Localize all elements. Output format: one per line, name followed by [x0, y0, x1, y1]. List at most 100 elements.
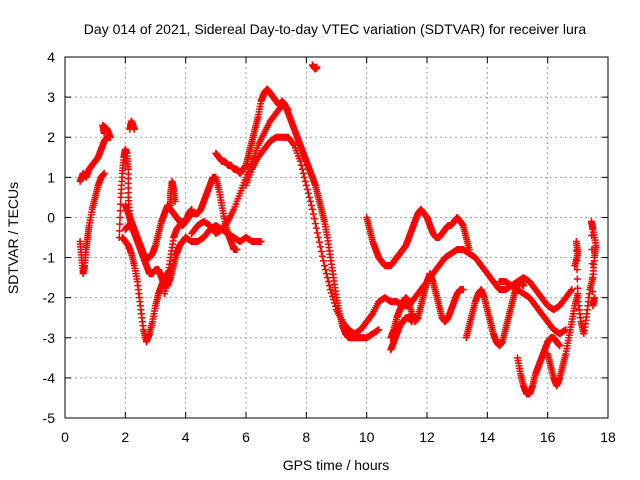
y-tick-label: 3: [47, 89, 55, 105]
series-track-x: [571, 217, 600, 338]
y-tick-label: -4: [43, 370, 56, 386]
series-track-c: [99, 121, 114, 141]
y-tick-label: 1: [47, 169, 55, 185]
data-point: [314, 234, 322, 241]
x-tick-label: 2: [121, 429, 129, 445]
data-point: [331, 302, 339, 310]
series-track-n: [242, 133, 371, 338]
data-point: [520, 282, 528, 290]
data-point: [117, 200, 125, 208]
data-point: [317, 248, 325, 256]
data-point: [310, 215, 318, 223]
data-point: [304, 189, 312, 197]
y-tick-label: -1: [43, 250, 56, 266]
data-point: [233, 246, 241, 254]
data-point: [100, 169, 108, 177]
data-point: [308, 205, 316, 213]
data-point: [408, 318, 416, 326]
data-point: [323, 274, 331, 282]
y-tick-label: 2: [47, 129, 55, 145]
y-axis-label: SDTVAR / TECUs: [5, 182, 21, 294]
data-point: [318, 252, 326, 260]
data-point: [329, 296, 337, 304]
series-track-p: [363, 205, 473, 270]
series-track-i: [161, 173, 241, 298]
series-track-r: [387, 270, 467, 342]
x-tick-label: 6: [242, 429, 250, 445]
x-tick-label: 14: [480, 429, 496, 445]
data-point: [556, 342, 564, 350]
series-track-f: [118, 234, 175, 346]
data-point: [289, 140, 297, 148]
y-tick-label: -5: [43, 410, 56, 426]
data-point: [312, 224, 320, 232]
data-point: [298, 165, 306, 173]
data-point: [326, 286, 334, 294]
data-point: [316, 243, 324, 251]
data-point: [574, 284, 582, 292]
data-point: [296, 157, 304, 165]
data-point: [324, 278, 332, 286]
y-tick-label: 0: [47, 209, 55, 225]
x-tick-label: 12: [419, 429, 435, 445]
data-point: [330, 299, 338, 307]
data-point: [573, 266, 581, 274]
data-point: [325, 282, 333, 290]
x-tick-label: 8: [302, 429, 310, 445]
axis-ticks: [64, 56, 609, 419]
data-point: [116, 207, 124, 215]
series-track-s: [387, 314, 416, 354]
data-point: [307, 201, 315, 209]
plot-border: [64, 56, 609, 419]
series-track-b: [76, 169, 108, 278]
series-track-u: [495, 278, 570, 338]
data-point: [589, 288, 597, 296]
data-point: [116, 227, 124, 235]
data-point: [297, 161, 305, 169]
series-track-t: [462, 278, 528, 350]
y-tick-label: -3: [43, 330, 56, 346]
data-point: [171, 197, 179, 205]
data-point: [300, 173, 308, 181]
data-point: [588, 246, 596, 254]
data-point: [309, 210, 317, 218]
data-point: [587, 217, 595, 225]
data-point: [319, 257, 327, 265]
data-point: [320, 262, 328, 270]
data-point: [299, 169, 307, 177]
x-tick-label: 4: [182, 429, 190, 445]
data-point: [257, 238, 265, 246]
data-point: [311, 219, 319, 227]
data-point: [313, 63, 321, 71]
x-axis-label: GPS time / hours: [283, 457, 390, 473]
data-point: [116, 220, 124, 228]
data-point: [130, 125, 138, 133]
data-point: [588, 274, 596, 282]
y-tick-label: -2: [43, 290, 56, 306]
series-track-m: [212, 85, 383, 342]
data-point: [573, 275, 581, 283]
series-track-o: [308, 61, 321, 73]
data-point: [568, 286, 576, 294]
series-track-j: [167, 177, 179, 209]
data-point: [328, 292, 336, 300]
data-point: [301, 177, 309, 185]
data-point: [116, 213, 124, 221]
data-point: [588, 231, 596, 239]
x-tick-label: 16: [540, 429, 556, 445]
data-marks: [76, 61, 600, 398]
y-tick-label: 4: [47, 49, 55, 65]
data-point: [588, 260, 596, 268]
data-point: [303, 185, 311, 193]
data-point: [306, 197, 314, 205]
data-point: [572, 238, 580, 246]
data-point: [375, 326, 383, 334]
data-point: [573, 256, 581, 264]
data-point: [305, 193, 313, 201]
data-point: [327, 289, 335, 297]
data-point: [590, 294, 598, 302]
data-point: [106, 133, 114, 141]
chart-title: Day 014 of 2021, Sidereal Day-to-day VTE…: [84, 21, 587, 37]
